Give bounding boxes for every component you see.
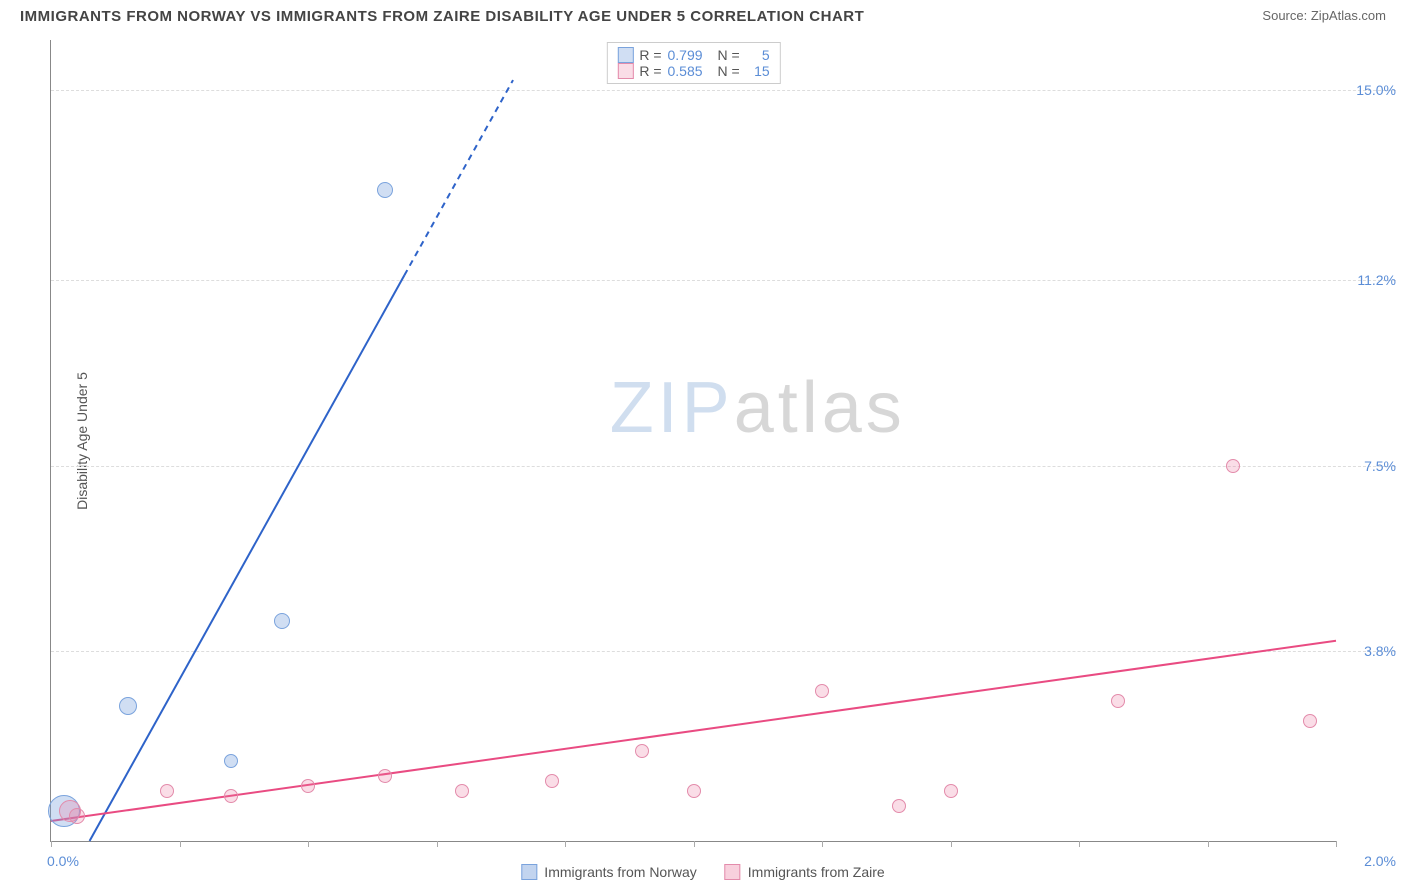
trend-line <box>90 275 405 841</box>
x-tick <box>180 841 181 847</box>
data-point[interactable] <box>160 784 174 798</box>
x-tick <box>1336 841 1337 847</box>
legend-item[interactable]: Immigrants from Norway <box>521 864 696 880</box>
data-point[interactable] <box>635 744 649 758</box>
x-tick <box>51 841 52 847</box>
x-tick <box>308 841 309 847</box>
legend-row: R = 0.585 N = 15 <box>617 63 769 79</box>
data-point[interactable] <box>274 613 290 629</box>
legend-label: Immigrants from Norway <box>544 864 696 880</box>
x-tick <box>951 841 952 847</box>
source-credit: Source: ZipAtlas.com <box>1262 8 1386 23</box>
x-axis-min-label: 0.0% <box>47 853 79 869</box>
legend-n-value: 5 <box>746 47 770 63</box>
trend-lines-layer <box>51 40 1336 841</box>
y-tick-label: 7.5% <box>1341 458 1396 474</box>
data-point[interactable] <box>69 808 85 824</box>
legend-r-value: 0.799 <box>668 47 712 63</box>
legend-row: R = 0.799 N = 5 <box>617 47 769 63</box>
legend-item[interactable]: Immigrants from Zaire <box>725 864 885 880</box>
legend-n-label: N = <box>718 63 740 79</box>
x-tick <box>1208 841 1209 847</box>
data-point[interactable] <box>1303 714 1317 728</box>
data-point[interactable] <box>1111 694 1125 708</box>
data-point[interactable] <box>224 754 238 768</box>
source-link[interactable]: ZipAtlas.com <box>1311 8 1386 23</box>
data-point[interactable] <box>687 784 701 798</box>
legend-swatch <box>617 47 633 63</box>
data-point[interactable] <box>1226 459 1240 473</box>
legend-n-label: N = <box>718 47 740 63</box>
legend-r-label: R = <box>639 63 661 79</box>
x-tick <box>1079 841 1080 847</box>
legend-swatch <box>617 63 633 79</box>
legend-r-value: 0.585 <box>668 63 712 79</box>
y-tick-label: 3.8% <box>1341 643 1396 659</box>
data-point[interactable] <box>944 784 958 798</box>
data-point[interactable] <box>378 769 392 783</box>
series-legend: Immigrants from Norway Immigrants from Za… <box>521 864 884 880</box>
x-tick <box>565 841 566 847</box>
legend-swatch <box>725 864 741 880</box>
x-tick <box>694 841 695 847</box>
x-tick <box>437 841 438 847</box>
data-point[interactable] <box>815 684 829 698</box>
trend-line-extrapolated <box>404 80 513 275</box>
data-point[interactable] <box>224 789 238 803</box>
y-tick-label: 11.2% <box>1341 272 1396 288</box>
data-point[interactable] <box>377 182 393 198</box>
data-point[interactable] <box>545 774 559 788</box>
legend-label: Immigrants from Zaire <box>748 864 885 880</box>
legend-swatch <box>521 864 537 880</box>
data-point[interactable] <box>455 784 469 798</box>
y-tick-label: 15.0% <box>1341 82 1396 98</box>
legend-n-value: 15 <box>746 63 770 79</box>
x-axis-max-label: 2.0% <box>1364 853 1396 869</box>
data-point[interactable] <box>892 799 906 813</box>
chart-title: IMMIGRANTS FROM NORWAY VS IMMIGRANTS FRO… <box>20 8 864 25</box>
data-point[interactable] <box>301 779 315 793</box>
chart-plot-area: Disability Age Under 5 ZIPatlas R =0.799… <box>50 40 1336 842</box>
correlation-legend: R = 0.799 N = 5 R = 0.585 N = 15 <box>606 42 780 84</box>
legend-r-label: R = <box>639 47 661 63</box>
data-point[interactable] <box>119 697 137 715</box>
x-tick <box>822 841 823 847</box>
